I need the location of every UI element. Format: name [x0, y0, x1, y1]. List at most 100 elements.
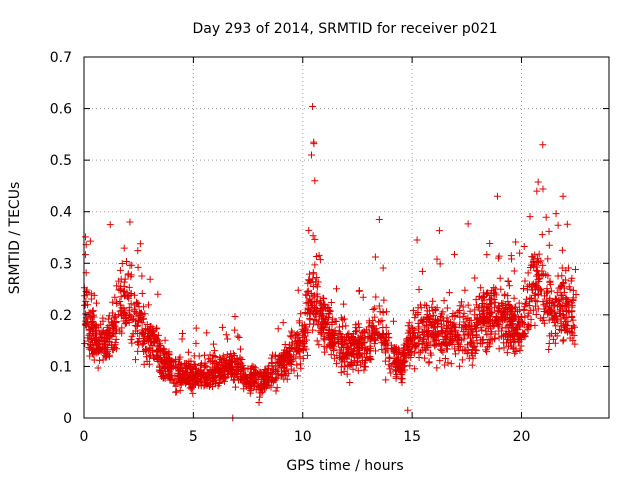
data-point	[417, 317, 425, 325]
data-point	[448, 312, 456, 320]
data-point	[552, 210, 560, 218]
data-point	[364, 332, 372, 340]
data-point	[443, 304, 451, 312]
data-point	[83, 291, 91, 299]
data-point	[513, 330, 521, 338]
data-point	[110, 314, 118, 322]
data-point	[337, 369, 345, 377]
data-point	[545, 316, 553, 324]
data-point	[472, 334, 480, 342]
y-axis-label: SRMTID / TECUs	[7, 182, 23, 295]
data-point	[521, 313, 529, 321]
data-point	[372, 293, 380, 301]
data-point	[468, 342, 476, 350]
data-point	[470, 343, 478, 351]
data-point	[340, 315, 348, 323]
data-point	[541, 292, 549, 300]
data-point	[142, 345, 150, 353]
y-tick-label: 0.1	[50, 359, 72, 375]
data-point	[332, 317, 340, 325]
data-points	[80, 103, 580, 422]
data-point	[438, 328, 446, 336]
data-point	[111, 293, 119, 301]
data-point	[313, 273, 321, 281]
y-tick-label: 0.6	[50, 102, 72, 118]
data-point	[128, 339, 136, 347]
data-point	[366, 355, 374, 363]
data-point	[116, 266, 124, 274]
data-point	[472, 324, 480, 332]
data-point	[496, 302, 504, 310]
data-point	[131, 301, 139, 309]
data-point	[182, 363, 190, 371]
data-point	[443, 345, 451, 353]
data-point	[483, 331, 491, 339]
data-point	[337, 314, 345, 322]
data-point	[401, 349, 409, 357]
data-point	[126, 218, 134, 226]
data-point	[555, 310, 563, 318]
chart-title: Day 293 of 2014, SRMTID for receiver p02…	[192, 21, 497, 37]
data-point	[506, 305, 514, 313]
data-point	[489, 322, 497, 330]
data-point	[329, 315, 337, 323]
data-point	[341, 341, 349, 349]
data-point	[301, 321, 309, 329]
data-point	[117, 275, 125, 283]
data-point	[105, 322, 113, 330]
data-point	[94, 364, 102, 372]
data-point	[504, 277, 512, 285]
data-point	[433, 255, 441, 263]
data-point	[445, 289, 453, 297]
data-point	[297, 364, 305, 372]
data-point	[339, 316, 347, 324]
data-point	[280, 349, 288, 357]
data-point	[187, 385, 195, 393]
data-point	[294, 286, 302, 294]
data-point	[127, 336, 135, 344]
data-point	[389, 360, 397, 368]
x-tick-label: 20	[513, 429, 531, 445]
data-point	[546, 332, 554, 340]
data-point	[108, 309, 116, 317]
data-point	[138, 326, 146, 334]
data-point	[97, 347, 105, 355]
data-point	[534, 178, 542, 186]
data-point	[490, 284, 498, 292]
data-point	[505, 282, 513, 290]
data-point	[160, 351, 168, 359]
data-point	[516, 249, 524, 257]
data-point	[195, 352, 203, 360]
data-point	[516, 306, 524, 314]
data-point	[471, 349, 479, 357]
data-point	[360, 359, 368, 367]
data-point	[321, 323, 329, 331]
data-point	[522, 295, 530, 303]
data-point	[221, 368, 229, 376]
data-point	[562, 266, 570, 274]
data-point	[455, 321, 463, 329]
data-point	[492, 313, 500, 321]
data-point	[507, 255, 515, 263]
data-point	[200, 382, 208, 390]
data-point	[320, 342, 328, 350]
data-point	[123, 258, 131, 266]
data-point	[520, 284, 528, 292]
data-point	[255, 399, 263, 407]
data-point	[447, 318, 455, 326]
data-point	[551, 339, 559, 347]
data-point	[455, 336, 463, 344]
data-point	[310, 138, 318, 146]
data-point	[405, 319, 413, 327]
data-point	[241, 380, 249, 388]
data-point	[281, 341, 289, 349]
data-point	[192, 380, 200, 388]
data-point	[369, 306, 377, 314]
data-point	[483, 348, 491, 356]
data-point	[84, 301, 92, 309]
data-point	[552, 329, 560, 337]
data-point	[371, 313, 379, 321]
data-point	[467, 334, 475, 342]
data-point	[423, 318, 431, 326]
data-point	[125, 283, 133, 291]
